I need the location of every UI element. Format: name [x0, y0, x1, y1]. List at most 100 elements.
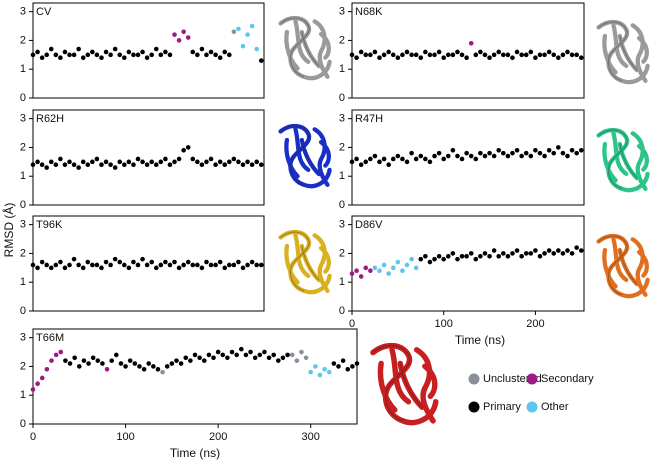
data-point — [409, 52, 414, 58]
data-point — [473, 156, 479, 162]
data-point — [533, 148, 538, 153]
data-point — [71, 256, 77, 262]
data-point — [496, 49, 502, 55]
data-point — [249, 162, 255, 167]
data-point — [459, 52, 465, 58]
data-point — [510, 251, 515, 256]
data-point — [377, 268, 382, 273]
panel-label: N68K — [355, 6, 383, 18]
data-point — [195, 52, 200, 58]
data-point — [220, 352, 226, 358]
data-point — [155, 367, 161, 372]
data-point — [80, 265, 86, 271]
data-point — [468, 153, 474, 159]
data-point — [160, 369, 165, 375]
data-point — [39, 55, 45, 60]
data-point — [231, 29, 237, 35]
data-point — [423, 49, 428, 55]
panel-label: D86V — [355, 219, 383, 231]
legend-marker — [468, 373, 480, 385]
data-point — [317, 372, 323, 378]
panel-label: R47H — [355, 113, 383, 125]
data-point — [569, 251, 575, 256]
data-point — [363, 52, 369, 58]
data-point — [574, 150, 579, 156]
data-point — [386, 49, 391, 55]
data-point — [227, 52, 232, 58]
data-point — [118, 361, 124, 366]
data-point — [58, 259, 63, 265]
x-tick-label: 200 — [526, 318, 544, 330]
data-point — [90, 355, 96, 361]
data-point — [478, 150, 483, 156]
data-point — [63, 358, 68, 363]
legend-label: Unclustered — [483, 373, 542, 385]
data-point — [48, 159, 54, 165]
data-point — [445, 52, 451, 58]
data-point — [404, 159, 410, 165]
data-point — [345, 367, 351, 372]
data-point — [153, 265, 159, 271]
y-tick-label: 1 — [339, 63, 345, 75]
data-point — [72, 355, 77, 361]
data-point — [225, 355, 230, 361]
data-point — [62, 49, 68, 55]
data-point — [164, 364, 170, 369]
data-point — [271, 352, 276, 358]
data-point — [131, 162, 136, 167]
y-tick-label: 2 — [339, 34, 345, 46]
data-point — [478, 254, 483, 259]
data-point — [245, 262, 250, 268]
y-tick-label: 1 — [339, 276, 345, 288]
y-tick-label: 2 — [339, 141, 345, 153]
data-point — [482, 251, 488, 256]
data-point — [217, 55, 223, 60]
data-point — [122, 55, 127, 60]
data-point — [266, 355, 272, 361]
data-point — [546, 148, 552, 153]
data-point — [185, 259, 191, 265]
data-point — [204, 159, 209, 165]
data-point — [67, 159, 72, 165]
data-point — [178, 361, 184, 366]
data-point — [349, 159, 355, 165]
data-point — [181, 262, 186, 268]
y-tick-label: 1 — [20, 63, 26, 75]
legend-marker — [526, 373, 538, 385]
data-point — [80, 55, 86, 60]
data-point — [67, 262, 72, 268]
data-point — [258, 58, 264, 63]
data-point — [262, 349, 267, 355]
data-point — [222, 265, 228, 271]
panel-label: CV — [36, 6, 52, 18]
data-point — [67, 52, 72, 58]
legend-marker — [526, 401, 538, 413]
data-point — [249, 23, 255, 29]
y-tick-label: 3 — [20, 332, 26, 344]
data-point — [90, 159, 95, 165]
data-point — [172, 259, 177, 265]
data-point — [204, 52, 209, 58]
data-point — [413, 52, 419, 58]
data-point — [190, 156, 196, 162]
data-point — [126, 265, 132, 271]
data-point — [464, 254, 469, 259]
data-point — [400, 268, 405, 273]
y-tick-label: 2 — [20, 247, 26, 259]
data-point — [167, 262, 173, 268]
data-point — [146, 361, 152, 366]
data-point — [108, 262, 113, 268]
data-point — [176, 156, 182, 162]
data-point — [551, 52, 557, 58]
data-point — [245, 32, 250, 37]
data-point — [565, 153, 570, 159]
data-point — [519, 52, 524, 58]
data-point — [35, 265, 40, 271]
data-point — [294, 358, 300, 363]
data-point — [331, 361, 337, 366]
data-point — [172, 32, 177, 37]
data-point — [199, 46, 205, 52]
data-point — [35, 49, 40, 55]
data-point — [537, 254, 543, 259]
data-point — [153, 162, 159, 167]
